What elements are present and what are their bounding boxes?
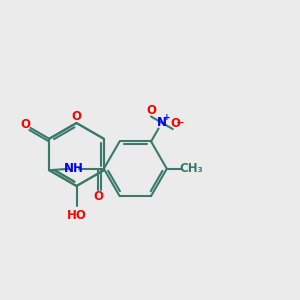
Text: O: O — [93, 190, 103, 203]
Text: O: O — [20, 118, 30, 131]
Text: CH₃: CH₃ — [179, 162, 203, 175]
Text: O: O — [146, 104, 156, 117]
Text: HO: HO — [67, 208, 86, 222]
Text: −: − — [176, 118, 185, 128]
Text: +: + — [163, 113, 171, 122]
Text: N: N — [157, 116, 167, 129]
Text: O: O — [170, 117, 180, 130]
Text: NH: NH — [64, 162, 84, 175]
Text: O: O — [71, 110, 82, 123]
